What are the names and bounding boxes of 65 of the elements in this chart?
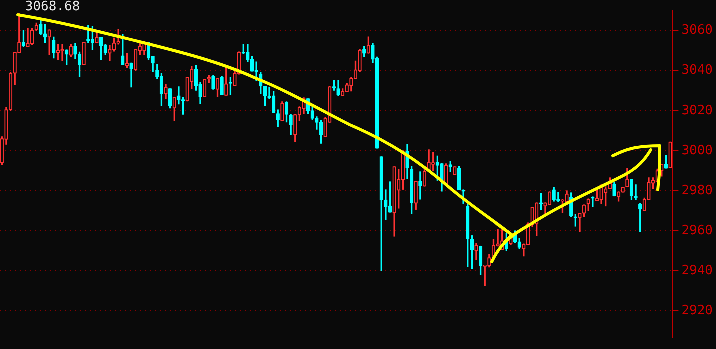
candlestick: [108, 45, 112, 62]
candlestick: [392, 166, 396, 237]
candlestick: [43, 24, 48, 44]
candlestick: [384, 190, 388, 220]
candlestick: [39, 20, 43, 36]
candlestick: [280, 102, 284, 122]
candlestick: [621, 187, 625, 193]
y-tick-label: 2920: [682, 304, 714, 319]
candlestick: [48, 30, 52, 56]
y-tick-label: 2940: [682, 263, 714, 278]
candlestick: [453, 166, 457, 176]
candlestick: [164, 84, 168, 100]
candlestick: [26, 28, 30, 48]
candlestick: [319, 120, 324, 144]
candlestick: [604, 186, 608, 207]
candlestick: [202, 79, 207, 98]
candlestick: [134, 49, 138, 72]
candlestick: [591, 196, 595, 208]
candlestick: [69, 44, 73, 58]
candlestick: [612, 182, 616, 197]
candlestick: [556, 192, 560, 202]
candlestick: [448, 161, 452, 172]
y-tick-label: 3020: [682, 103, 714, 118]
y-tick-label: 3000: [682, 143, 714, 158]
annotation: 3068.68: [25, 0, 80, 14]
candlestick: [548, 192, 552, 206]
candlestick: [362, 46, 366, 58]
candlestick: [418, 172, 422, 200]
candlestick: [574, 214, 578, 227]
candlestick: [168, 88, 172, 109]
candlestick: [626, 168, 630, 187]
candlestick: [366, 36, 371, 54]
candlestick: [212, 75, 216, 90]
candlestick: [216, 78, 220, 98]
candlestick: [95, 30, 99, 44]
candlestick: [552, 187, 556, 202]
candlestick: [294, 114, 298, 142]
candlestick: [565, 190, 569, 204]
candlestick: [466, 204, 470, 268]
candlestick: [582, 204, 586, 218]
candlestick: [340, 88, 345, 96]
candlestick: [474, 243, 478, 260]
y-tick-label: 2960: [682, 223, 714, 238]
candlestick: [60, 44, 64, 62]
candlestick: [22, 30, 26, 48]
candlestick: [539, 193, 544, 210]
y-tick-label: 3060: [682, 23, 714, 38]
y-tick-label: 2980: [682, 183, 714, 198]
candlestick: [272, 91, 276, 114]
candlestick: [228, 76, 233, 96]
candlestick: [414, 181, 418, 210]
candlestick: [630, 179, 634, 200]
candlestick: [668, 142, 672, 169]
candlestick: [130, 62, 134, 88]
y-tick-label: 3040: [682, 63, 714, 78]
candlestick: [220, 76, 224, 96]
candlestick: [578, 213, 582, 232]
candlestick: [616, 192, 621, 202]
candlestick: [82, 42, 86, 66]
candlestick: [224, 68, 228, 96]
candlestick: [586, 198, 590, 212]
candlestick: [310, 106, 314, 120]
candlestick: [478, 246, 483, 276]
candlestick: [65, 50, 69, 66]
candlestick: [177, 86, 181, 105]
